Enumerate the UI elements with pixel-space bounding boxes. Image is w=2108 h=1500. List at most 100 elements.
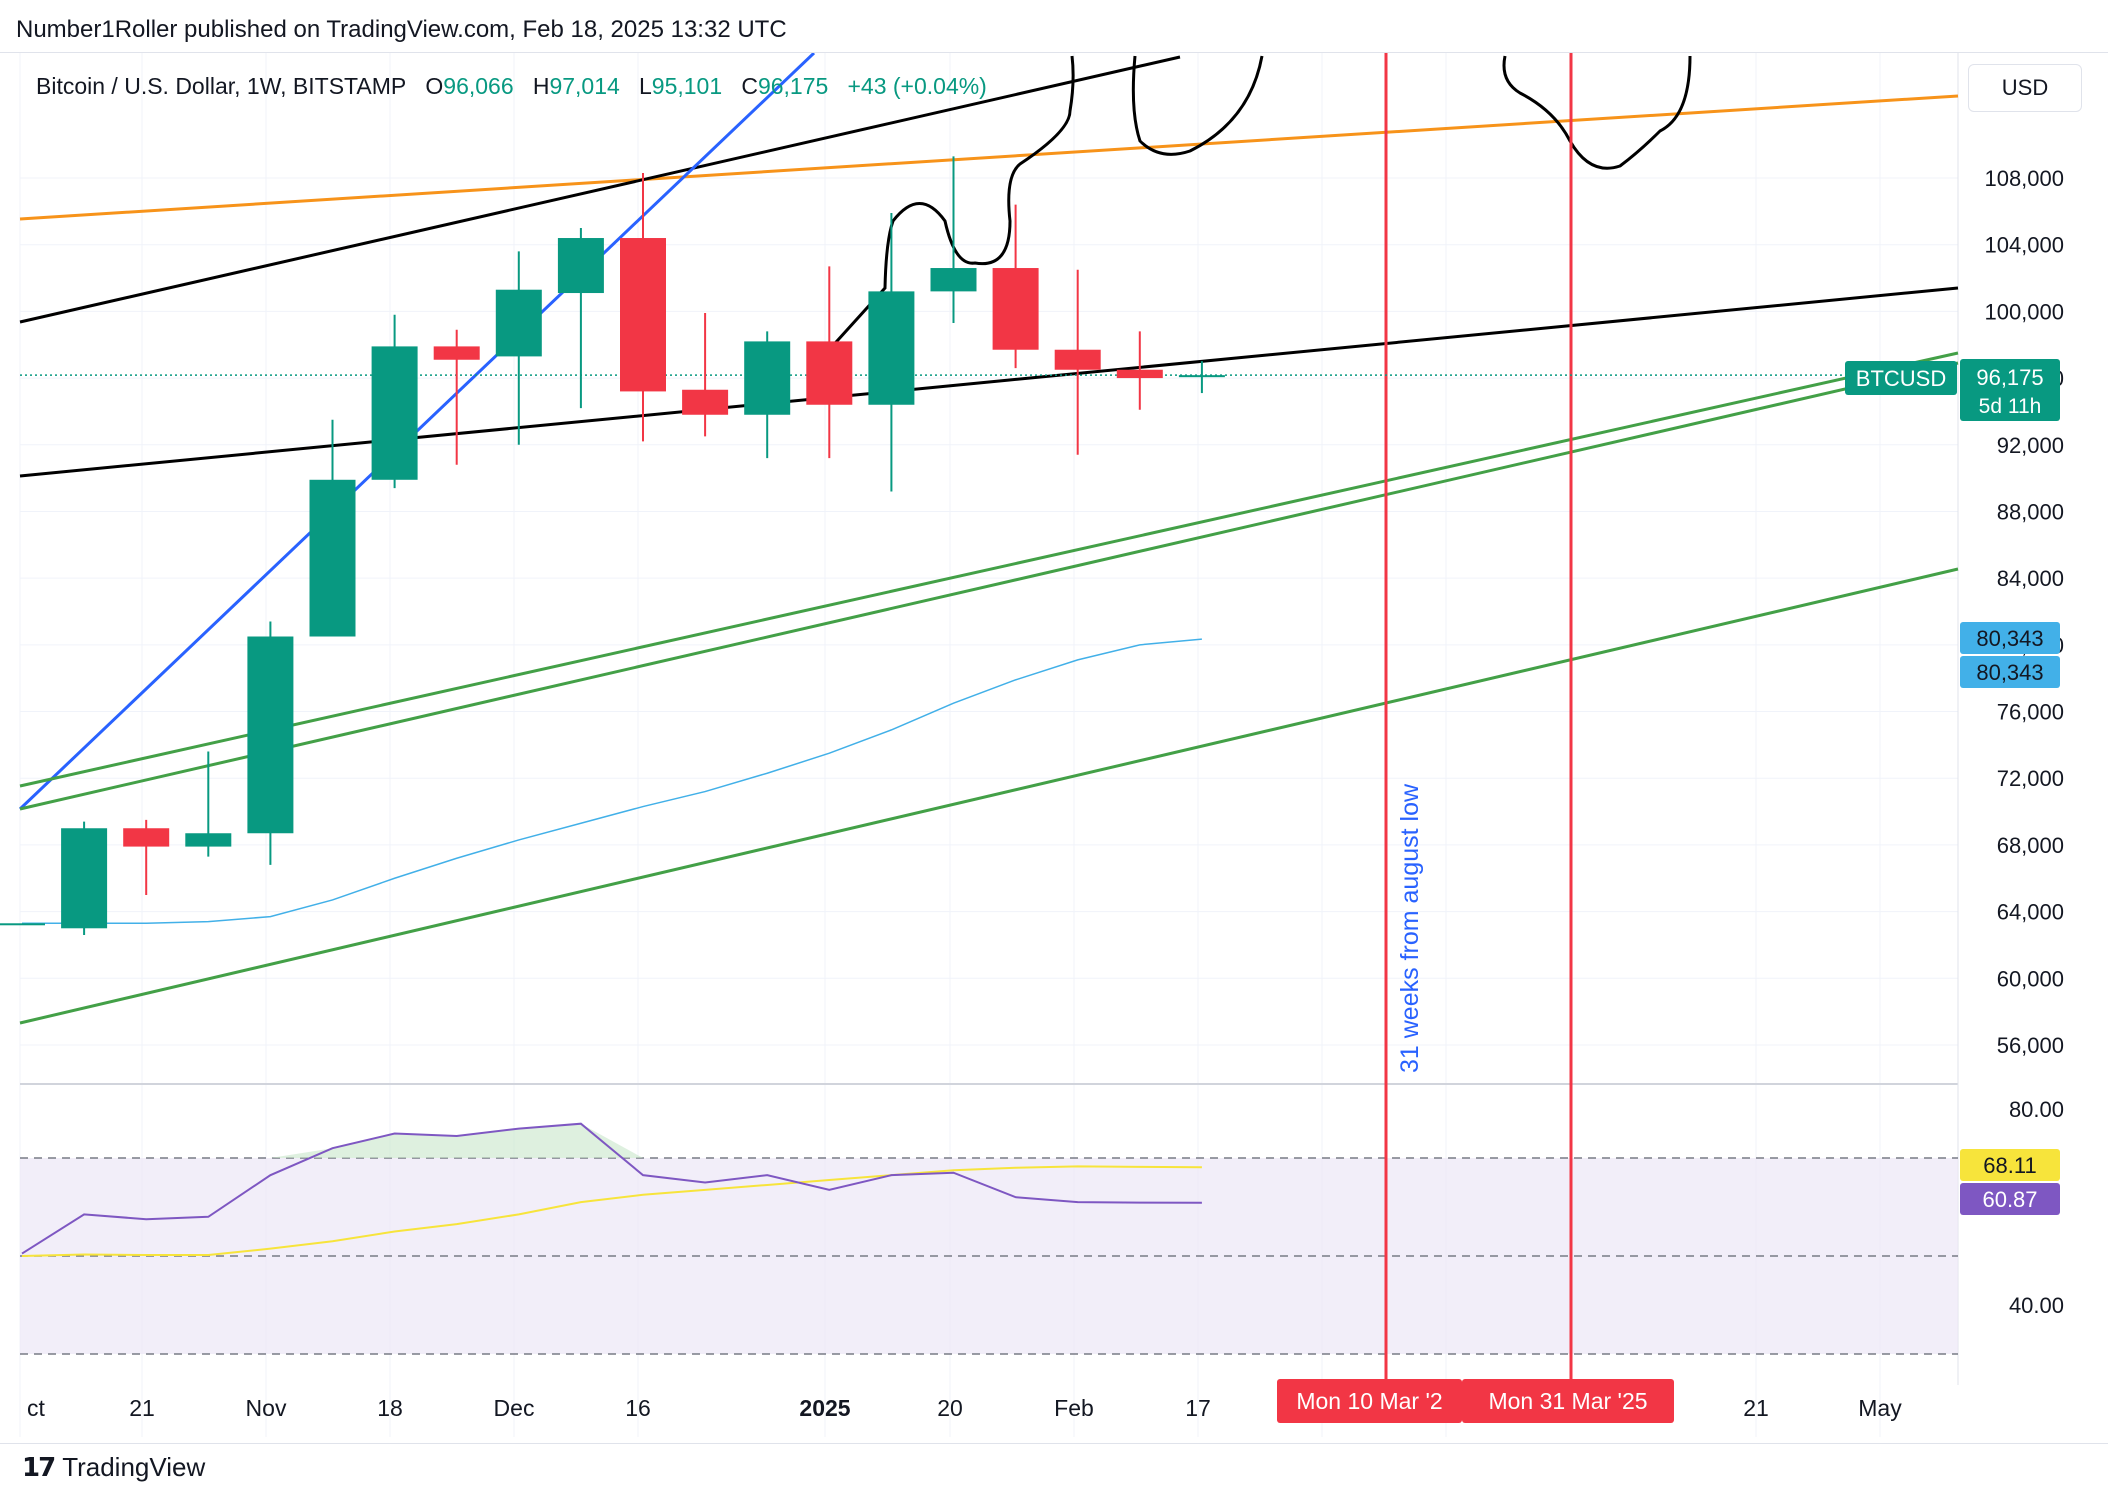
rsi-ma-badge-bg [1960, 1149, 2060, 1181]
candle-body [185, 833, 232, 847]
trendline-drawings: 31 weeks from august low [18, 53, 1959, 1385]
time-tick-label: 21 [1743, 1395, 1769, 1421]
candle-body [557, 238, 604, 294]
candle-body [806, 341, 853, 405]
footer-brand: TradingView [62, 1452, 206, 1482]
date-badge-1-text: Mon 10 Mar '2 [1296, 1388, 1442, 1414]
time-axis: ct 21 Nov 18 Dec 16 2025 20 Feb 17 21 May [27, 1395, 1902, 1421]
candle [620, 172, 666, 442]
candle [247, 621, 294, 865]
price-tick-label: 108,000 [1984, 166, 2064, 191]
date-badge-2-text: Mon 31 Mar '25 [1488, 1388, 1647, 1414]
price-tick-label: 64,000 [1997, 900, 2064, 925]
last-price-text: 96,175 [1976, 365, 2043, 390]
rsi-ma-badge: 68.11 [1960, 1149, 2060, 1181]
ema-line-layer [22, 638, 1202, 925]
candle-body [309, 479, 356, 637]
candle-body [868, 291, 915, 405]
price-tick-label: 92,000 [1997, 433, 2064, 458]
date-badge-1-bg [1277, 1379, 1462, 1423]
ema-badge-2: 80,343 [1960, 656, 2060, 688]
high-label: H [532, 73, 550, 99]
time-tick-label: 17 [1185, 1395, 1211, 1421]
rsi-badge-bg [1960, 1183, 2060, 1215]
candle-body [371, 346, 418, 480]
candles-layer [0, 156, 1225, 935]
rsi-line [21, 1122, 1202, 1255]
countdown-text: 5d 11h [1979, 395, 2042, 418]
open-label: O [425, 73, 444, 99]
rsi-band-background [20, 1157, 1958, 1355]
rsi-badge: 60.87 [1960, 1183, 2060, 1215]
open-value: 96,066 [443, 73, 514, 99]
price-tick-label: 84,000 [1997, 566, 2064, 591]
chart-canvas[interactable]: 31 weeks from august low 108,000 104,000 1… [0, 53, 2108, 1443]
black-lower-trendline [19, 286, 1959, 478]
date-badge-1: Mon 10 Mar '2 [1277, 1379, 1462, 1423]
candle [930, 156, 977, 324]
rsi-layer [21, 1122, 1202, 1257]
candle [744, 331, 791, 459]
time-tick-label: Dec [494, 1395, 535, 1421]
candle-body [433, 346, 480, 360]
time-tick-label: ct [27, 1395, 46, 1421]
price-tick-label: 104,000 [1984, 233, 2064, 258]
candle [868, 213, 915, 492]
candle [0, 923, 45, 926]
candle [1054, 269, 1101, 455]
tradingview-logo-icon: 𝟭𝟳 [22, 1452, 56, 1482]
candle-body [992, 268, 1039, 350]
change-value: +43 (+0.04%) [847, 73, 987, 99]
last-price-badge: 96,175 5d 11h [1960, 359, 2060, 421]
candle [185, 751, 232, 857]
hand-drawn-path-3 [1502, 55, 1692, 170]
currency-button[interactable]: USD [1968, 64, 2082, 112]
candle-body [247, 636, 294, 834]
rsi-tick-label: 40.00 [2009, 1293, 2064, 1318]
price-tick-label: 56,000 [1997, 1033, 2064, 1058]
green-channel-line-1 [19, 351, 1959, 788]
candle-body [1116, 369, 1163, 379]
candle-body [930, 268, 977, 292]
candle [309, 419, 356, 637]
orange-trendline [19, 94, 1959, 221]
time-tick-label: Nov [246, 1395, 287, 1421]
ema-badge-1: 80,343 [1960, 622, 2060, 654]
footer: 𝟭𝟳 TradingView [22, 1452, 205, 1483]
ema-line [22, 638, 1202, 925]
price-tick-label: 60,000 [1997, 966, 2064, 991]
vertical-annotation: 31 weeks from august low [1396, 783, 1424, 1073]
green-channel-line-2 [19, 361, 1959, 811]
candle [61, 821, 108, 935]
time-tick-label: 18 [377, 1395, 403, 1421]
candle-body [123, 828, 170, 847]
symbol-title[interactable]: Bitcoin / U.S. Dollar, 1W, BITSTAMP [36, 73, 407, 99]
candle [1178, 361, 1225, 394]
axis-labels: BTCUSD 96,175 5d 11h 80,343 80,343 68.11 60.87… [1277, 359, 2060, 1423]
candle [495, 251, 542, 445]
date-badge-2: Mon 31 Mar '25 [1462, 1379, 1674, 1423]
rsi-badge-text: 60.87 [1982, 1187, 2037, 1212]
candle [1116, 331, 1163, 410]
time-tick-label: 20 [937, 1395, 963, 1421]
candle-body [1178, 375, 1225, 378]
candle-body [61, 828, 108, 929]
hand-drawn-path-1 [826, 55, 1075, 353]
low-value: 95,101 [651, 73, 723, 99]
rsi-ma-line [21, 1165, 1202, 1257]
candle-body [495, 289, 542, 357]
chart-frame[interactable]: 31 weeks from august low 108,000 104,000 1… [0, 52, 2108, 1444]
price-tick-label: 100,000 [1984, 299, 2064, 324]
time-tick-label: May [1858, 1395, 1902, 1421]
time-tick-label: 2025 [799, 1395, 850, 1421]
candle [992, 204, 1039, 369]
price-axis: 108,000104,000100,00096,00092,00088,0008… [1984, 166, 2064, 1318]
candle-body [744, 341, 791, 415]
high-value: 97,014 [549, 73, 620, 99]
rsi-ma-badge-text: 68.11 [1983, 1153, 2036, 1178]
candle [123, 819, 170, 895]
candle [806, 266, 853, 459]
price-tick-label: 76,000 [1997, 700, 2064, 725]
green-lower-trendline [19, 567, 1959, 1025]
symbol-badge-bg [1845, 361, 1957, 395]
